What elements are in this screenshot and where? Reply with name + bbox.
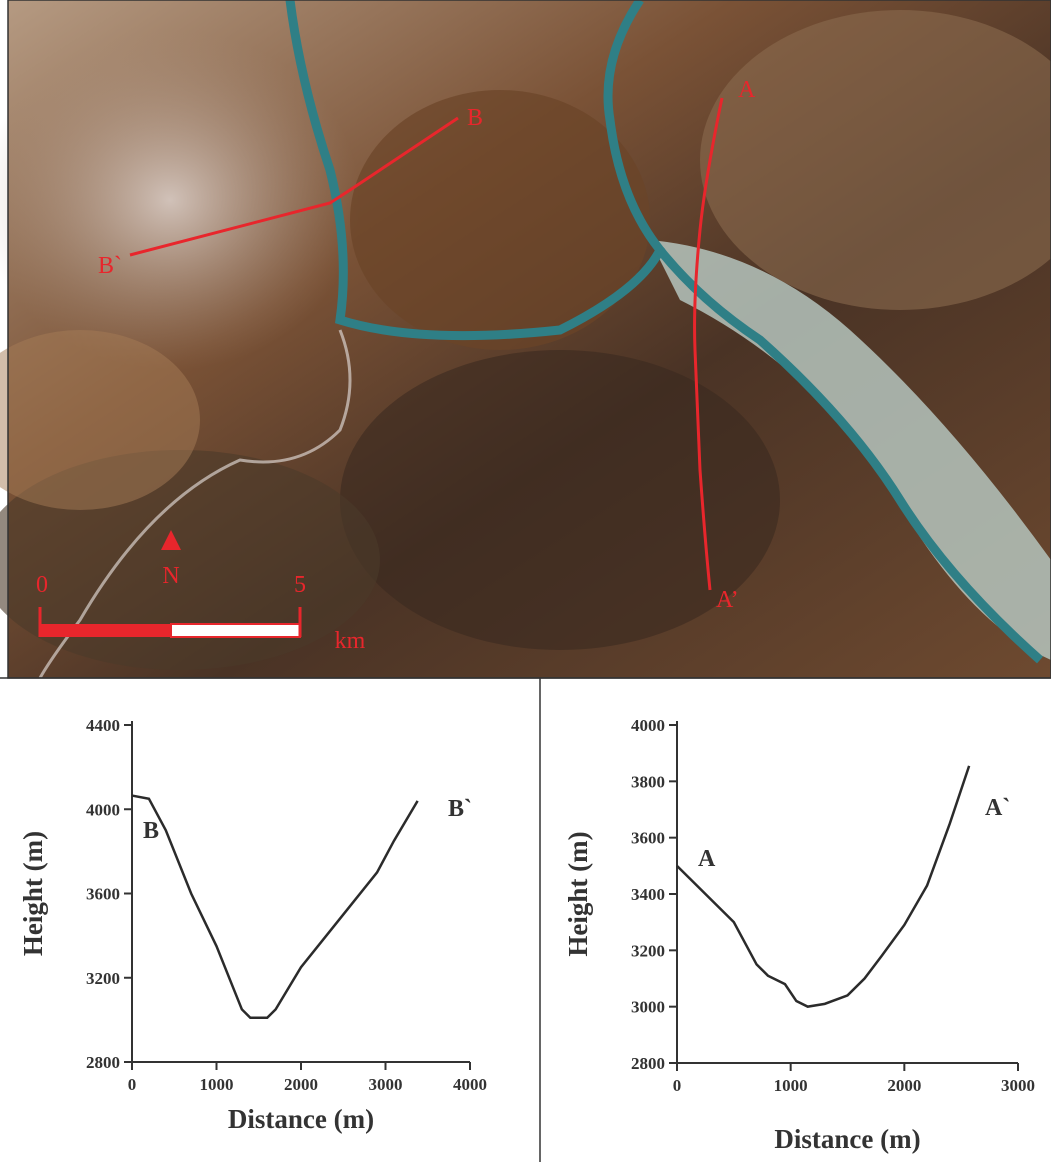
y-tick-label: 4000: [631, 716, 665, 735]
x-tick-label: 4000: [453, 1075, 487, 1094]
annotation: A`: [985, 795, 1010, 821]
x-tick-label: 0: [128, 1075, 137, 1094]
annotation: B`: [448, 796, 472, 822]
x-axis-label: Distance (m): [774, 1124, 920, 1154]
y-axis-label: Height (m): [563, 831, 593, 956]
map-label: B: [467, 105, 483, 131]
y-tick-label: 2800: [631, 1054, 665, 1073]
y-tick-label: 3400: [631, 885, 665, 904]
profile-line: [677, 766, 969, 1007]
y-tick-label: 3600: [86, 885, 120, 904]
y-tick-label: 4000: [86, 800, 120, 819]
x-tick-label: 0: [673, 1076, 682, 1095]
y-tick-label: 3200: [86, 969, 120, 988]
map-label: B`: [98, 253, 122, 279]
y-tick-label: 3800: [631, 772, 665, 791]
scale-end: 5: [294, 572, 306, 598]
map-label: A: [738, 77, 756, 103]
x-tick-label: 1000: [200, 1075, 234, 1094]
annotation: B: [143, 818, 159, 844]
x-tick-label: 1000: [774, 1076, 808, 1095]
y-tick-label: 3000: [631, 998, 665, 1017]
x-tick-label: 2000: [284, 1075, 318, 1094]
figure: A A’ B B` N 0 5 km 2800 3200 3600 4000 4400 0…: [0, 0, 1051, 1162]
x-tick-label: 2000: [887, 1076, 921, 1095]
x-axis-label: Distance (m): [228, 1104, 374, 1134]
annotation: A: [698, 846, 716, 872]
x-tick-label: 3000: [1001, 1076, 1035, 1095]
y-tick-label: 2800: [86, 1053, 120, 1072]
north-label: N: [162, 563, 179, 589]
satellite-image: [0, 0, 1051, 678]
y-tick-label: 3200: [631, 941, 665, 960]
x-tick-label: 3000: [369, 1075, 403, 1094]
y-axis-label: Height (m): [18, 831, 48, 956]
scale-unit: km: [335, 628, 366, 654]
y-tick-label: 3600: [631, 829, 665, 848]
map-label: A’: [716, 587, 739, 613]
scale-start: 0: [36, 572, 48, 598]
y-tick-label: 4400: [86, 716, 120, 735]
profile-line: [132, 796, 418, 1018]
